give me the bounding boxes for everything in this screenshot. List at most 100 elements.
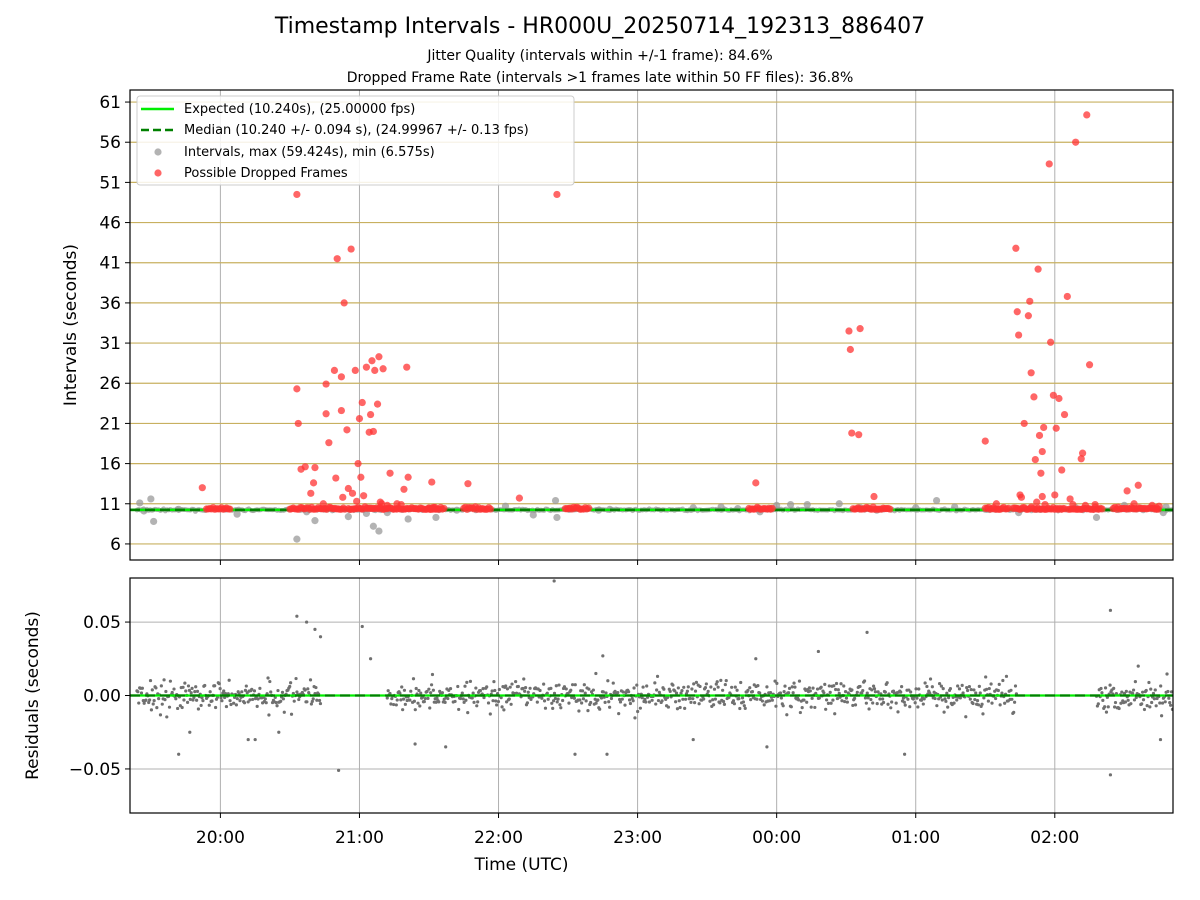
residual-point [774,704,778,708]
residual-point [967,684,972,689]
residual-point [201,699,205,703]
interval-point [147,495,155,503]
residual-point [1150,700,1154,705]
residual-point [215,695,220,700]
legend-label: Median (10.240 +/- 0.094 s), (24.99967 +… [184,123,529,138]
residual-point [594,671,598,676]
residual-point [653,681,657,685]
dropped-frame-point [355,414,364,423]
y-tick-label: 6 [110,535,121,555]
dropped-frame-point [1072,138,1080,146]
residual-point [702,697,706,701]
residual-point [974,691,978,695]
residual-point [802,698,806,702]
residual-point [196,707,201,711]
residual-point [601,654,605,658]
residual-point [458,696,463,701]
dropped-frame-point [1013,308,1021,316]
dropped-frame-point [846,345,854,354]
residual-point [1012,710,1016,714]
residual-point [793,685,797,689]
residual-point [542,682,546,686]
dropped-frame-point [1085,361,1094,369]
residual-point [1151,691,1156,696]
legend-label: Expected (10.240s), (25.00000 fps) [184,102,415,117]
residual-point [722,702,727,706]
interval-point [529,511,537,519]
residual-point [187,688,191,692]
residual-point [647,700,652,704]
dropped-frame-point [311,464,319,472]
residual-point [890,700,894,704]
residual-point [756,684,760,688]
residual-point [689,700,693,704]
residual-point [1141,690,1145,694]
dropped-frame-point [366,410,375,419]
residual-point [456,684,460,689]
residual-point [843,689,848,694]
residual-point [941,687,945,691]
residual-point [500,705,504,709]
residual-point [292,699,296,703]
residual-point [311,697,315,701]
intervals-y-axis-label: Intervals (seconds) [61,244,81,406]
residual-point [922,697,926,701]
residual-point [965,685,969,690]
residual-point [921,702,925,706]
residual-point [159,684,163,688]
residual-point [516,684,520,689]
residual-point [665,695,670,700]
residual-point [691,697,695,701]
x-tick-label: 01:00 [891,828,940,848]
dropped-frame-point [373,400,382,408]
dropped-frame-point [553,190,561,199]
residual-point [392,702,396,707]
residual-point [542,699,547,703]
residual-point [401,697,406,701]
interval-point [150,517,158,526]
residual-point [248,698,252,702]
residual-point [557,683,561,687]
residual-point [240,690,244,694]
residual-point [712,687,717,691]
residual-point [768,699,772,703]
residual-point [815,687,820,691]
dropped-frame-point [403,363,411,371]
residual-point [792,681,796,685]
residual-point [168,679,172,683]
residual-point [411,677,416,681]
residual-point [1141,698,1146,702]
residual-point [428,706,432,710]
residual-point [580,689,585,693]
residual-point [711,703,716,707]
residual-point [686,685,690,689]
dropped-frame-point [870,492,878,501]
residual-point [549,686,553,690]
residual-point [940,698,944,702]
residual-point [1104,710,1109,714]
residual-point [917,687,921,691]
residual-point [782,690,786,694]
residual-point [567,701,571,705]
residual-point [666,705,670,709]
residual-point [1120,690,1124,694]
dropped-frame-point [293,190,301,199]
dropped-frame-point [856,325,864,333]
residual-point [911,697,915,701]
residual-point [662,687,666,691]
residual-point [715,680,719,684]
interval-point [932,496,941,505]
residual-point [562,685,567,689]
residual-point [578,698,582,702]
dropped-frame-point [1055,394,1063,403]
residual-point [1112,705,1117,709]
residual-point [425,689,429,694]
residual-point [258,686,262,690]
residual-point [1131,688,1136,692]
residual-point [594,701,598,705]
dropped-frame-point [1060,410,1069,419]
residual-point [896,710,900,714]
dropped-frame-point [981,437,989,445]
residual-point [268,679,272,684]
residuals-plot-area [130,578,1173,813]
